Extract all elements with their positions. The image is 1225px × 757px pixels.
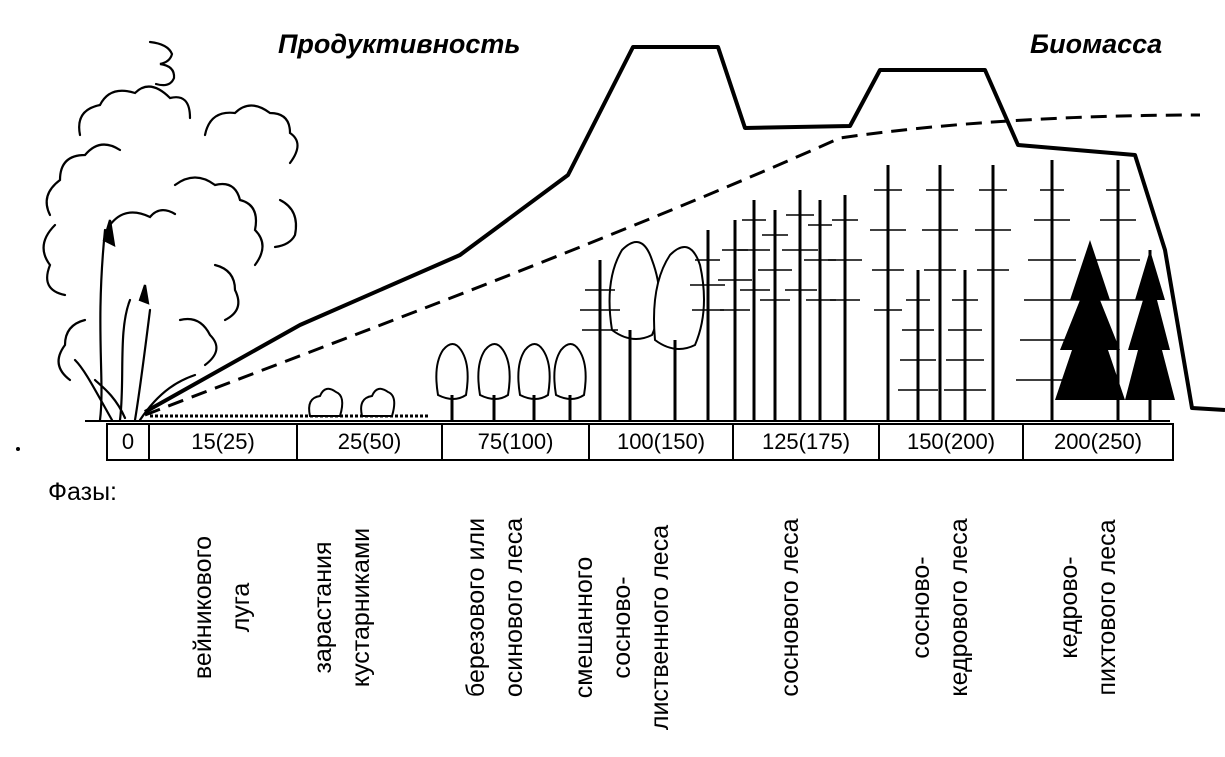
scale-cell: 150(200) [880,425,1024,459]
productivity-label: Продуктивность [278,29,521,59]
phase-line: соснового леса [776,518,804,697]
fir-silhouettes [1055,240,1175,400]
biomass-label: Биомасса [1030,29,1163,59]
phase-pine: соснового леса [750,485,830,730]
scale-cell: 25(50) [298,425,443,459]
phase-shrubs: зарастания кустарниками [302,485,382,730]
scale-cell: 200(250) [1053,429,1143,454]
shrubs [150,387,430,418]
phase-mixed: смешанного сосново- лиственного леса [570,505,674,750]
phase-pine-cedar: сосново- кедрового леса [900,485,980,730]
scale-cell: 15(25) [150,425,298,459]
phase-cedar-fir: кедрово- пихтового леса [1048,485,1128,730]
phases-label: Фазы: [48,478,118,506]
phase-line: кедрового леса [945,518,973,697]
phase-line: сосново- [907,556,935,659]
productivity-curve [144,113,1201,417]
phase-line: сосново- [608,576,636,679]
phase-line: зарастания [309,541,337,674]
scale-cell: 0 [108,425,150,459]
meadow-vegetation [42,40,299,422]
phase-line: вейникового [189,535,217,680]
phase-birch-aspen: березового или осинового леса [455,485,535,730]
conifer-branches [580,189,1144,391]
phase-line: кедрово- [1055,556,1083,659]
phase-line: смешанного [570,556,598,699]
birch-trees [435,343,587,421]
scale-cell: 125(175) [734,425,880,459]
phase-line: пихтового леса [1093,519,1121,696]
phase-line: лиственного леса [646,524,674,731]
mixed-forest [608,241,705,421]
scale-cell: 75(100) [443,425,590,459]
phase-line: кустарниками [347,527,375,688]
phase-line: осинового леса [500,517,528,698]
scale-cell: 100(150) [590,425,734,459]
phase-line: луга [227,582,255,633]
phase-meadow: вейникового луга [182,485,262,730]
stray-dot [16,447,20,451]
biomass-curve [144,45,1225,414]
age-scale: 0 15(25) 25(50) 75(100) 100(150) 125(175… [106,423,1174,461]
phase-line: березового или [462,517,490,698]
